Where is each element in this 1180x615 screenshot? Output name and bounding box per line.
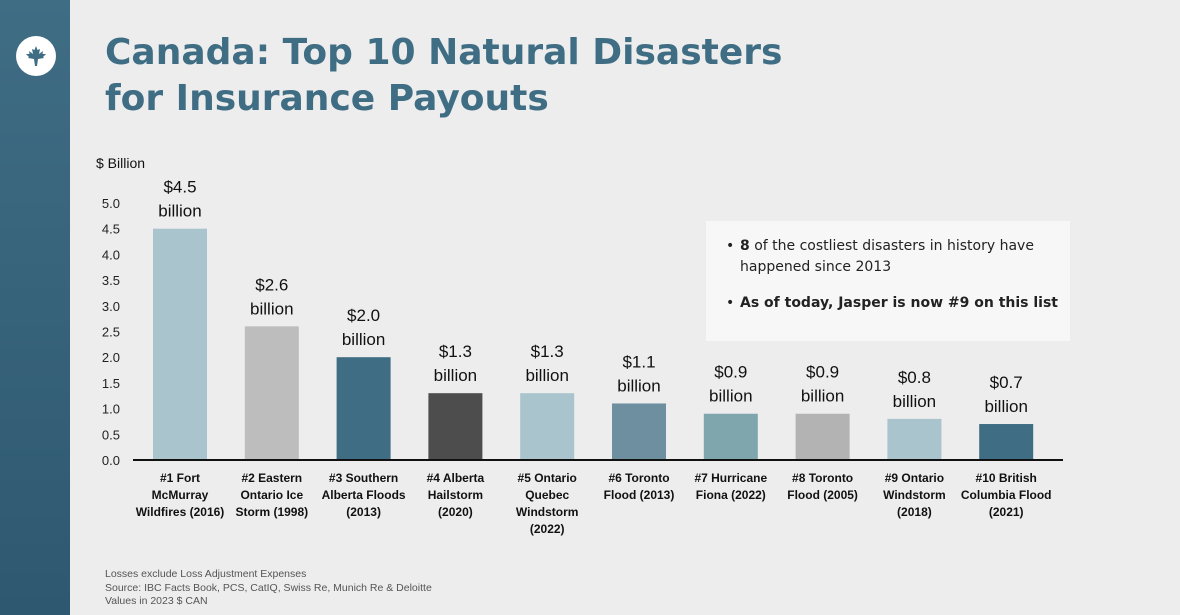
- data-label-value: $1.3: [439, 342, 472, 361]
- y-tick-label: 1.5: [102, 376, 120, 391]
- footnote-line-1: Losses exclude Loss Adjustment Expenses: [105, 568, 307, 580]
- note-bullet-1: 8 of the costliest disasters in history …: [726, 236, 1060, 278]
- data-label-value: $1.1: [622, 352, 655, 371]
- y-tick-label: 4.5: [102, 222, 120, 237]
- data-label-value: $2.6: [255, 275, 288, 294]
- x-tick-label: #3 Southern: [329, 471, 398, 485]
- data-label-unit: billion: [158, 202, 201, 221]
- bar: [887, 418, 942, 460]
- data-label-unit: billion: [434, 366, 477, 385]
- page-title-line1: Canada: Top 10 Natural Disasters: [105, 32, 783, 73]
- x-tick-label: (2018): [897, 505, 932, 519]
- bar: [612, 403, 666, 460]
- bar: [336, 357, 391, 460]
- y-tick-label: 2.0: [102, 350, 120, 365]
- x-tick-label: Columbia Flood: [961, 488, 1052, 502]
- note-bullet-2: As of today, Jasper is now #9 on this li…: [726, 293, 1060, 314]
- x-tick-label: Storm (1998): [235, 505, 308, 519]
- note-bullet-1-bold: 8: [740, 238, 750, 254]
- footnotes: Losses exclude Loss Adjustment Expenses …: [105, 568, 432, 609]
- data-label-unit: billion: [709, 387, 752, 406]
- footnote-line-2: Source: IBC Facts Book, PCS, CatIQ, Swis…: [105, 581, 432, 594]
- notes-box: 8 of the costliest disasters in history …: [706, 221, 1070, 341]
- data-label-value: $4.5: [163, 178, 196, 197]
- data-label-unit: billion: [525, 366, 568, 385]
- data-label-value: $0.8: [898, 368, 931, 387]
- x-tick-label: #9 Ontario: [885, 471, 944, 485]
- x-tick-label: McMurray: [152, 488, 209, 502]
- data-label-value: $0.9: [714, 363, 747, 382]
- x-tick-label: #2 Eastern: [241, 471, 302, 485]
- x-tick-label: #6 Toronto: [608, 471, 669, 485]
- data-label-value: $0.7: [990, 373, 1023, 392]
- bar: [428, 393, 483, 460]
- data-label-unit: billion: [342, 330, 385, 349]
- x-tick-label: (2020): [438, 505, 473, 519]
- x-tick-label: (2021): [989, 505, 1024, 519]
- x-tick-label: #10 British: [976, 471, 1037, 485]
- x-tick-label: #5 Ontario: [518, 471, 577, 485]
- x-tick-label: Fiona (2022): [696, 488, 766, 502]
- data-label-unit: billion: [984, 397, 1027, 416]
- x-tick-label: Windstorm: [883, 488, 946, 502]
- note-bullet-2-text: As of today, Jasper is now #9 on this li…: [740, 295, 1058, 311]
- bar: [153, 228, 207, 460]
- bar: [244, 326, 299, 460]
- note-bullet-1-text: of the costliest disasters in history ha…: [740, 238, 1034, 275]
- x-tick-label: #7 Hurricane: [694, 471, 767, 485]
- x-tick-label: Flood (2013): [604, 488, 675, 502]
- bar: [703, 413, 758, 460]
- page-title-line2: for Insurance Payouts: [105, 78, 549, 119]
- data-label-unit: billion: [250, 299, 293, 318]
- x-tick-label: Flood (2005): [787, 488, 858, 502]
- x-tick-label: Alberta Floods: [322, 488, 406, 502]
- data-label-unit: billion: [801, 387, 844, 406]
- data-label-value: $1.3: [531, 342, 564, 361]
- y-tick-label: 3.0: [102, 299, 120, 314]
- y-tick-label: 3.5: [102, 273, 120, 288]
- y-tick-label: 4.0: [102, 247, 120, 262]
- x-tick-label: Ontario Ice: [240, 488, 303, 502]
- bar: [795, 413, 850, 460]
- y-tick-label: 5.0: [102, 196, 120, 211]
- x-tick-label: #4 Alberta: [427, 471, 485, 485]
- y-tick-label: 2.5: [102, 325, 120, 340]
- data-label-unit: billion: [617, 376, 660, 395]
- footnote-line-3: Values in 2023 $ CAN: [105, 595, 208, 607]
- x-tick-label: Quebec: [525, 488, 569, 502]
- data-label-value: $2.0: [347, 306, 380, 325]
- data-label-unit: billion: [893, 392, 936, 411]
- page-title: Canada: Top 10 Natural Disasters for Ins…: [105, 30, 782, 122]
- y-axis-title: $ Billion: [96, 155, 145, 171]
- x-tick-label: Windstorm: [516, 505, 579, 519]
- y-tick-label: 0.0: [102, 453, 120, 468]
- x-tick-label: #8 Toronto: [792, 471, 853, 485]
- x-tick-label: (2022): [530, 522, 565, 536]
- y-tick-label: 1.0: [102, 402, 120, 417]
- maple-leaf-icon: [16, 36, 56, 76]
- x-tick-label: #1 Fort: [160, 471, 200, 485]
- x-tick-label: Wildfires (2016): [136, 505, 225, 519]
- x-tick-label: Hailstorm: [428, 488, 483, 502]
- sidebar-band: [0, 0, 70, 615]
- x-tick-label: (2013): [346, 505, 381, 519]
- bar: [520, 393, 575, 460]
- y-tick-label: 0.5: [102, 427, 120, 442]
- bar: [979, 424, 1034, 460]
- data-label-value: $0.9: [806, 363, 839, 382]
